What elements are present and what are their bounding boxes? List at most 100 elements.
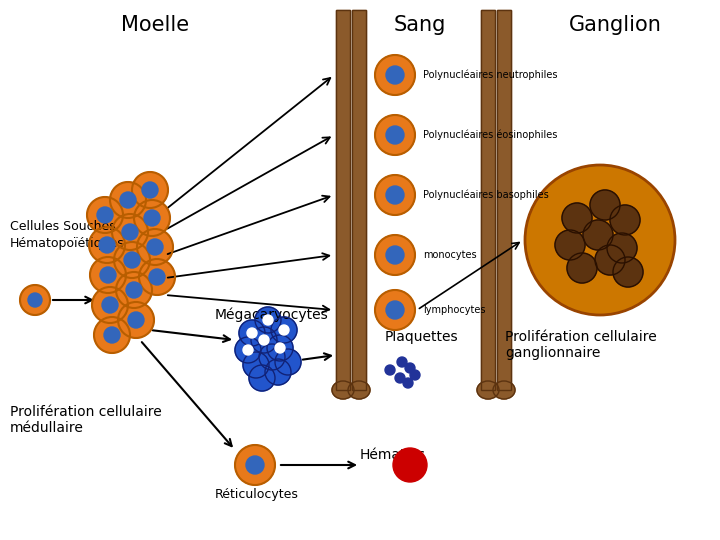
Circle shape	[590, 190, 620, 220]
Circle shape	[137, 229, 173, 265]
Circle shape	[386, 126, 404, 144]
Circle shape	[395, 373, 405, 383]
Circle shape	[583, 220, 613, 250]
Circle shape	[607, 233, 637, 263]
Circle shape	[385, 365, 395, 375]
Circle shape	[126, 282, 142, 298]
Circle shape	[110, 182, 146, 218]
Circle shape	[97, 207, 113, 223]
Circle shape	[267, 335, 293, 361]
Circle shape	[132, 172, 168, 208]
Text: Mégacaryocytes: Mégacaryocytes	[215, 307, 329, 321]
Circle shape	[375, 235, 415, 275]
Text: Réticulocytes: Réticulocytes	[215, 488, 299, 501]
Circle shape	[405, 363, 415, 373]
Circle shape	[375, 55, 415, 95]
Circle shape	[144, 210, 160, 226]
Circle shape	[595, 245, 625, 275]
Ellipse shape	[477, 381, 499, 399]
Circle shape	[239, 320, 265, 346]
Circle shape	[265, 359, 291, 385]
Text: Polynucléaires neutrophiles: Polynucléaires neutrophiles	[423, 70, 557, 80]
Circle shape	[102, 297, 118, 313]
Circle shape	[279, 325, 289, 335]
Circle shape	[393, 448, 427, 482]
Ellipse shape	[332, 381, 354, 399]
Text: Prolifération cellulaire
ganglionnaire: Prolifération cellulaire ganglionnaire	[505, 330, 657, 360]
Circle shape	[87, 197, 123, 233]
Circle shape	[613, 257, 643, 287]
Circle shape	[120, 192, 136, 208]
Circle shape	[128, 312, 144, 328]
Circle shape	[89, 227, 125, 263]
Circle shape	[555, 230, 585, 260]
Circle shape	[142, 182, 158, 198]
Circle shape	[255, 307, 281, 333]
Bar	[497, 10, 511, 390]
Text: monocytes: monocytes	[423, 250, 477, 260]
Text: Polynucléaires basophiles: Polynucléaires basophiles	[423, 190, 549, 200]
Circle shape	[249, 365, 275, 391]
Bar	[352, 10, 366, 390]
Circle shape	[259, 344, 285, 370]
Circle shape	[375, 115, 415, 155]
Circle shape	[122, 224, 138, 240]
Circle shape	[92, 287, 128, 323]
Circle shape	[243, 352, 269, 378]
Circle shape	[247, 328, 257, 338]
Circle shape	[99, 237, 115, 253]
Circle shape	[610, 205, 640, 235]
Circle shape	[139, 259, 175, 295]
Circle shape	[116, 272, 152, 308]
Circle shape	[386, 186, 404, 204]
Circle shape	[104, 327, 120, 343]
Circle shape	[94, 317, 130, 353]
Circle shape	[403, 378, 413, 388]
Text: Moelle: Moelle	[121, 15, 189, 35]
Circle shape	[275, 349, 301, 375]
Circle shape	[235, 337, 261, 363]
Circle shape	[28, 293, 42, 307]
Circle shape	[386, 301, 404, 319]
Circle shape	[386, 66, 404, 84]
Circle shape	[397, 357, 407, 367]
Ellipse shape	[348, 381, 370, 399]
Circle shape	[375, 175, 415, 215]
Text: Polynucléaires éosinophiles: Polynucléaires éosinophiles	[423, 130, 557, 140]
Circle shape	[275, 343, 285, 353]
Bar	[497, 10, 511, 390]
Circle shape	[375, 290, 415, 330]
Text: Prolifération cellulaire
médullaire: Prolifération cellulaire médullaire	[10, 405, 162, 435]
Circle shape	[134, 200, 170, 236]
Circle shape	[271, 317, 297, 343]
Circle shape	[263, 315, 273, 325]
Circle shape	[410, 370, 420, 380]
Text: Cellules Souches: Cellules Souches	[10, 220, 116, 233]
Bar	[352, 10, 366, 390]
Circle shape	[259, 335, 269, 345]
Circle shape	[149, 269, 165, 285]
Circle shape	[114, 242, 150, 278]
Circle shape	[112, 214, 148, 250]
Circle shape	[567, 253, 597, 283]
Circle shape	[100, 267, 116, 283]
Bar	[481, 10, 495, 390]
Circle shape	[525, 165, 675, 315]
Circle shape	[147, 239, 163, 255]
Ellipse shape	[493, 381, 515, 399]
Text: lymphocytes: lymphocytes	[423, 305, 485, 315]
Text: Hématopoïétiques: Hématopoïétiques	[10, 237, 125, 250]
Text: Plaquettes: Plaquettes	[385, 330, 459, 344]
Circle shape	[124, 252, 140, 268]
Circle shape	[251, 327, 277, 353]
Circle shape	[235, 445, 275, 485]
Text: Ganglion: Ganglion	[569, 15, 662, 35]
Circle shape	[246, 456, 264, 474]
Circle shape	[386, 246, 404, 264]
Bar	[481, 10, 495, 390]
Bar	[336, 10, 350, 390]
Circle shape	[243, 345, 253, 355]
Circle shape	[118, 302, 154, 338]
Circle shape	[562, 203, 592, 233]
Circle shape	[90, 257, 126, 293]
